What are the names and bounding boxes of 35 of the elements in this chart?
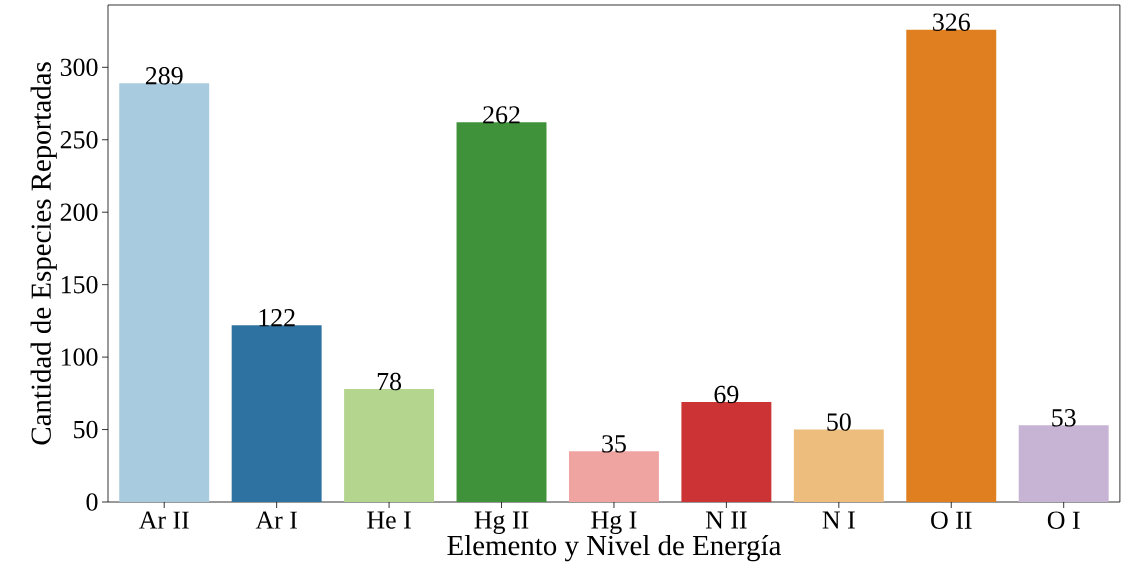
- bar: [906, 29, 997, 502]
- data-label: 50: [827, 413, 851, 431]
- x-tick-label: He I: [367, 511, 411, 529]
- data-label: 69: [714, 385, 739, 404]
- data-label: 122: [259, 309, 295, 327]
- x-tick-label: Ar I: [255, 511, 297, 529]
- bar: [568, 451, 659, 502]
- data-label: 262: [483, 106, 520, 124]
- y-axis-title: Cantidad de Especies Reportadas: [30, 62, 57, 445]
- y-tick-label: 100: [61, 348, 98, 366]
- bar: [793, 429, 884, 502]
- y-tick-label: 50: [74, 420, 98, 439]
- x-tick-label: Hg II: [474, 511, 529, 535]
- data-label: 78: [377, 372, 402, 391]
- x-tick-label: N I: [822, 511, 855, 529]
- bar: [456, 122, 547, 502]
- y-tick-label: 250: [60, 131, 98, 149]
- x-tick-label: Ar II: [138, 511, 189, 529]
- y-tick-label: 200: [60, 203, 98, 221]
- y-tick-label: 300: [60, 58, 98, 77]
- data-label: 53: [1052, 409, 1076, 427]
- bar: [681, 402, 772, 502]
- y-tick-label: 0: [86, 493, 98, 511]
- x-tick-label: N II: [705, 511, 747, 529]
- data-label: 326: [933, 13, 970, 31]
- x-tick-label: O I: [1047, 511, 1080, 529]
- bar: [119, 83, 210, 502]
- data-label: 289: [145, 67, 183, 85]
- x-axis-title: Elemento y Nivel de Energía: [447, 534, 782, 562]
- bar: [1018, 425, 1109, 502]
- y-tick-label: 150: [61, 275, 98, 294]
- x-tick-label: O II: [931, 511, 972, 529]
- data-label: 35: [602, 435, 626, 453]
- x-tick-label: Hg I: [591, 511, 637, 535]
- bar: [231, 325, 322, 502]
